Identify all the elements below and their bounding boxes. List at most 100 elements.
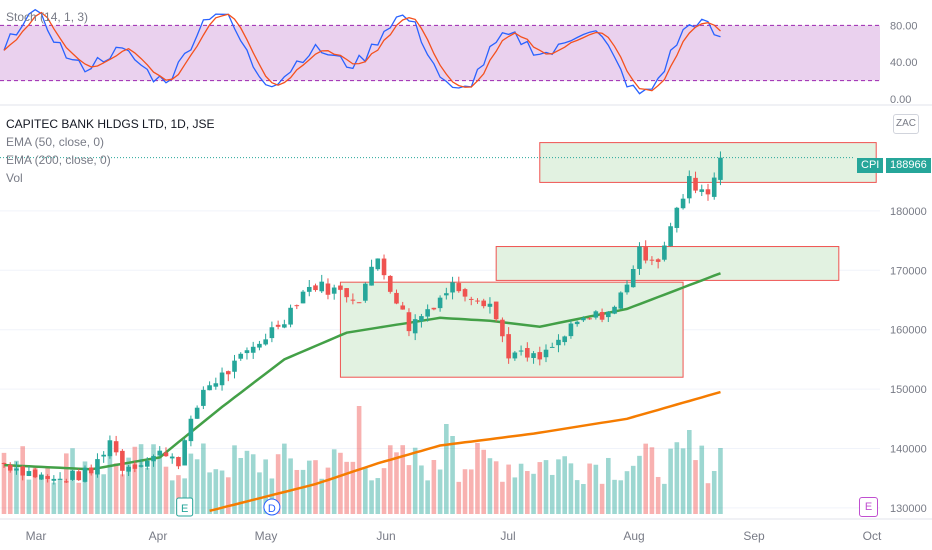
vol-label: Vol — [6, 171, 23, 185]
volume-bar — [456, 481, 462, 514]
volume-bar — [705, 483, 711, 514]
volume-bar — [306, 460, 312, 514]
candle-body — [375, 258, 381, 270]
volume-bar — [82, 461, 88, 514]
volume-bar — [144, 467, 150, 514]
candle-body — [543, 349, 549, 358]
volume-bar — [394, 452, 399, 514]
volume-bar — [693, 460, 698, 514]
volume-bar — [468, 469, 474, 514]
candle-body — [113, 441, 119, 453]
volume-bar — [263, 459, 268, 514]
candle-body — [406, 312, 412, 332]
candle-body — [275, 324, 281, 327]
volume-bar — [32, 466, 38, 514]
volume-bar — [525, 471, 530, 514]
event-marker-label: E — [181, 503, 188, 515]
volume-bar — [300, 469, 306, 514]
volume-bar — [275, 454, 281, 514]
price-tick-label: 170000 — [890, 265, 927, 277]
candle-body — [300, 291, 306, 304]
candle-body — [201, 389, 206, 406]
volume-bar — [88, 472, 94, 514]
candle-body — [194, 407, 200, 419]
candle-body — [101, 454, 106, 457]
volume-bar — [630, 465, 636, 514]
x-tick-label: Sep — [743, 529, 765, 543]
currency-badge[interactable]: ZAC — [893, 114, 919, 134]
volume-bar — [674, 442, 680, 514]
volume-bar — [213, 469, 219, 514]
volume-bar — [375, 478, 381, 514]
price-tick-label: 180000 — [890, 206, 927, 218]
volume-bar — [363, 467, 368, 514]
future-earnings-badge[interactable]: E — [859, 497, 878, 517]
volume-bar — [113, 463, 119, 514]
candle-body — [88, 467, 94, 474]
candle-body — [70, 470, 75, 480]
volume-bar — [225, 477, 231, 514]
candle-body — [26, 471, 32, 476]
volume-bar — [157, 450, 163, 514]
volume-bar — [282, 443, 287, 514]
candle-body — [606, 311, 611, 318]
candle-body — [643, 247, 648, 261]
ema50-label: EMA (50, close, 0) — [6, 135, 105, 149]
candle-body — [556, 339, 561, 346]
volume-bar — [250, 454, 256, 514]
candle-body — [269, 327, 275, 339]
volume-bar — [219, 470, 225, 514]
candle-body — [531, 353, 536, 359]
candle-body — [82, 467, 88, 482]
candle-body — [313, 285, 318, 291]
volume-bar — [57, 478, 63, 514]
candle-body — [64, 481, 69, 483]
candle-body — [331, 287, 337, 294]
candle-body — [182, 440, 187, 466]
candle-body — [537, 352, 543, 360]
stoch-tick-label: 0.00 — [890, 94, 911, 106]
volume-bar — [325, 467, 331, 514]
candle-body — [574, 321, 580, 325]
candle-body — [132, 464, 138, 469]
volume-bar — [655, 476, 661, 514]
volume-bar — [344, 461, 349, 514]
volume-bar — [350, 461, 356, 514]
volume-bar — [76, 482, 82, 514]
x-tick-label: Aug — [623, 529, 644, 543]
volume-bar — [649, 447, 655, 514]
stoch-band — [0, 25, 880, 81]
stoch-k-line — [3, 8, 721, 95]
candle-body — [637, 246, 642, 269]
candle-body — [344, 288, 349, 298]
candle-body — [412, 319, 418, 334]
candle-body — [581, 318, 586, 321]
candle-body — [387, 275, 393, 292]
candle-body — [319, 281, 325, 292]
candle-body — [57, 478, 63, 480]
candle-body — [630, 269, 636, 288]
candle-body — [587, 318, 592, 320]
volume-bar — [356, 406, 362, 514]
candle-body — [687, 176, 692, 199]
volume-bar — [294, 469, 300, 514]
candle-body — [39, 474, 44, 480]
volume-bar — [26, 479, 32, 514]
candle-body — [693, 177, 698, 191]
volume-bar — [64, 453, 69, 514]
candle-body — [512, 352, 518, 359]
volume-bar — [70, 448, 75, 514]
candle-body — [151, 456, 156, 462]
candle-body — [668, 226, 673, 247]
candle-body — [518, 350, 524, 352]
volume-bar — [387, 445, 393, 514]
candle-body — [219, 372, 225, 386]
candle-body — [506, 334, 511, 359]
candle-body — [444, 293, 449, 296]
volume-bar — [288, 458, 293, 514]
dividend-marker — [263, 498, 281, 516]
candle-body — [549, 346, 555, 348]
volume-bar — [444, 424, 449, 514]
